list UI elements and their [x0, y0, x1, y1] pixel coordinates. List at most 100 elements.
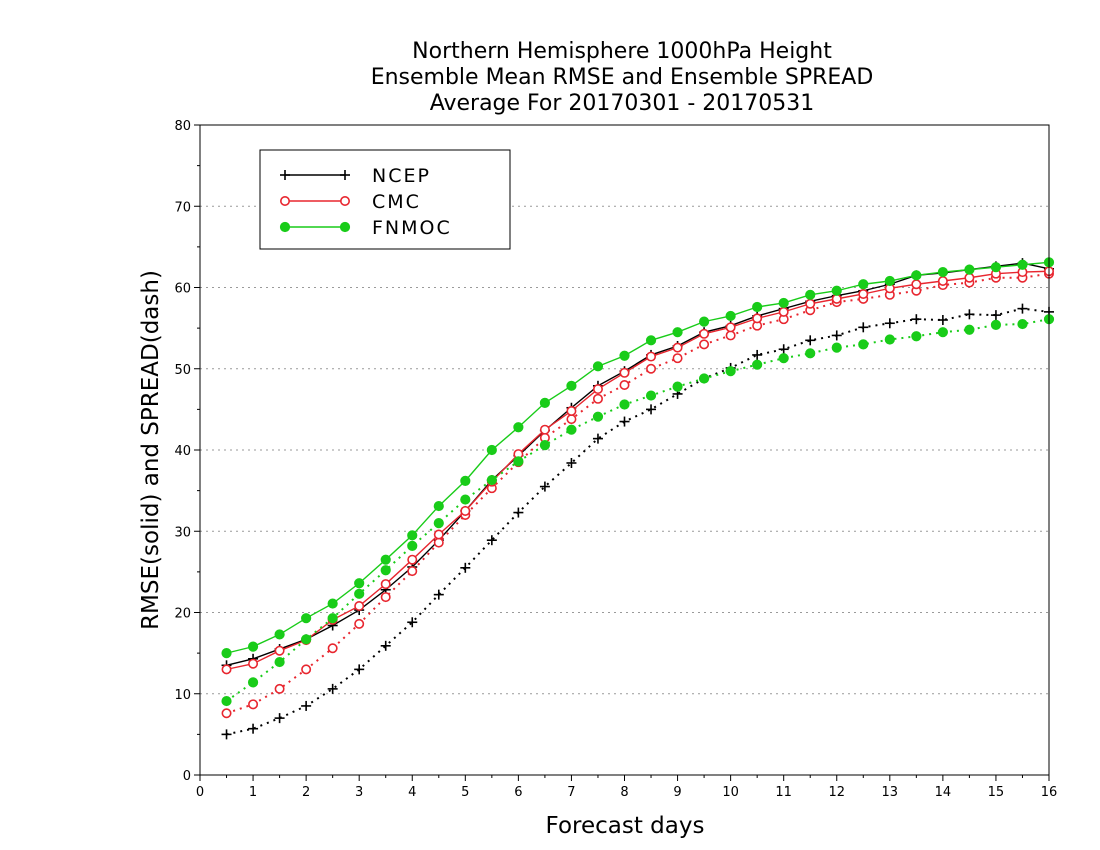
fnmoc-spread-point — [274, 656, 285, 668]
fnmoc-rmse-point — [725, 310, 736, 322]
fnmoc-rmse-point — [937, 266, 948, 278]
fnmoc-spread-point — [247, 677, 259, 688]
ncep-spread-point — [990, 310, 1001, 321]
fnmoc-rmse-point — [274, 629, 285, 640]
x-tick-label: 12 — [828, 785, 845, 800]
ncep-spread-point — [858, 322, 869, 333]
y-tick-label: 0 — [183, 769, 191, 784]
ncep-spread-point — [407, 617, 418, 628]
cmc-spread-point — [433, 537, 444, 548]
legend-box — [259, 149, 511, 250]
fnmoc-spread-point — [778, 353, 789, 364]
fnmoc-rmse-point — [486, 444, 497, 456]
ncep-spread-point — [646, 404, 657, 415]
cmc-rmse-point — [460, 505, 471, 516]
ncep-spread-point — [778, 344, 789, 355]
ncep-spread-point — [831, 330, 842, 341]
y-tick-label: 70 — [174, 200, 191, 215]
x-tick-label: 1 — [249, 785, 257, 800]
x-axis: 0 1 2 3 4 5 6 7 8 9 10 11 12 13 14 15 16 — [196, 775, 1057, 800]
cmc-rmse-point — [221, 664, 232, 675]
cmc-spread-point — [619, 379, 630, 390]
cmc-rmse-point — [433, 529, 444, 540]
cmc-rmse-point — [831, 293, 842, 304]
cmc-rmse-point — [725, 322, 736, 333]
cmc-spread-point — [221, 708, 232, 719]
fnmoc-rmse-point — [221, 648, 232, 659]
fnmoc-rmse-line — [226, 261, 1050, 654]
x-tick-label: 3 — [355, 785, 363, 800]
ncep-spread-point — [1017, 303, 1028, 314]
fnmoc-spread-point — [407, 540, 418, 551]
ncep-spread-point — [566, 458, 577, 468]
cmc-spread-point — [592, 393, 603, 404]
cmc-rmse-point — [911, 279, 922, 290]
y-tick-label: 10 — [174, 688, 191, 703]
fnmoc-spread-point — [539, 440, 551, 451]
fnmoc-rmse-point — [805, 289, 816, 300]
ncep-spread-point — [354, 664, 365, 675]
fnmoc-spread-point — [380, 565, 391, 576]
ncep-spread-point — [513, 507, 524, 518]
fnmoc-spread-point — [884, 334, 895, 345]
ncep-spread-point — [380, 640, 391, 651]
x-tick-label: 16 — [1041, 785, 1058, 800]
ncep-spread-point — [592, 433, 603, 444]
fnmoc-rmse-point — [407, 530, 418, 541]
fnmoc-spread-point — [805, 348, 816, 359]
fnmoc-rmse-point — [831, 285, 842, 296]
fnmoc-rmse-point — [752, 301, 763, 313]
x-axis-label: Forecast days — [546, 813, 705, 839]
legend-marker-fnmoc — [339, 221, 351, 233]
cmc-rmse-point — [274, 645, 285, 656]
ncep-spread-point — [433, 589, 444, 600]
fnmoc-rmse-point — [645, 335, 657, 346]
fnmoc-rmse-point — [301, 613, 312, 624]
cmc-rmse-point — [672, 342, 683, 353]
ncep-spread-point — [911, 314, 922, 325]
cmc-spread-point — [301, 664, 312, 675]
fnmoc-rmse-point — [247, 641, 259, 652]
fnmoc-rmse-point — [858, 279, 869, 290]
fnmoc-spread-point — [937, 327, 948, 338]
chart-title-line-3: Average For 20170301 - 20170531 — [430, 91, 815, 116]
ncep-spread-point — [221, 729, 232, 740]
fnmoc-spread-point — [433, 518, 444, 529]
legend-marker-ncep — [340, 170, 350, 180]
fnmoc-spread-point — [301, 634, 312, 645]
fnmoc-rmse-point — [778, 297, 789, 309]
fnmoc-rmse-point — [539, 397, 551, 408]
ncep-spread-point — [327, 683, 338, 694]
y-tick-label: 30 — [174, 525, 191, 540]
cmc-spread-point — [380, 592, 391, 603]
fnmoc-spread-point — [513, 456, 524, 467]
fnmoc-spread-point — [566, 424, 577, 435]
x-tick-label: 4 — [408, 785, 416, 800]
x-tick-label: 5 — [461, 785, 469, 800]
x-tick-label: 8 — [620, 785, 628, 800]
cmc-rmse-point — [592, 384, 603, 395]
cmc-rmse-point — [646, 351, 657, 362]
fnmoc-spread-point — [327, 613, 338, 624]
ncep-spread-point — [884, 318, 895, 329]
cmc-spread-point — [672, 353, 683, 364]
x-tick-label: 2 — [302, 785, 310, 800]
ncep-spread-point — [937, 315, 948, 325]
fnmoc-spread-point — [990, 319, 1002, 330]
fnmoc-spread-point — [698, 373, 710, 384]
fnmoc-spread-point — [831, 342, 842, 353]
x-tick-label: 6 — [514, 785, 522, 800]
fnmoc-spread-point — [964, 324, 975, 335]
cmc-rmse-point — [619, 367, 630, 378]
cmc-spread-point — [566, 414, 577, 425]
y-tick-label: 80 — [174, 119, 191, 134]
y-tick-label: 60 — [174, 282, 191, 297]
fnmoc-rmse-point — [327, 598, 338, 609]
fnmoc-rmse-point — [672, 327, 683, 338]
fnmoc-spread-point — [354, 588, 365, 599]
cmc-spread-point — [646, 363, 657, 374]
fnmoc-spread-point — [725, 366, 736, 377]
fnmoc-spread-point — [486, 474, 497, 486]
cmc-spread-point — [354, 618, 365, 629]
